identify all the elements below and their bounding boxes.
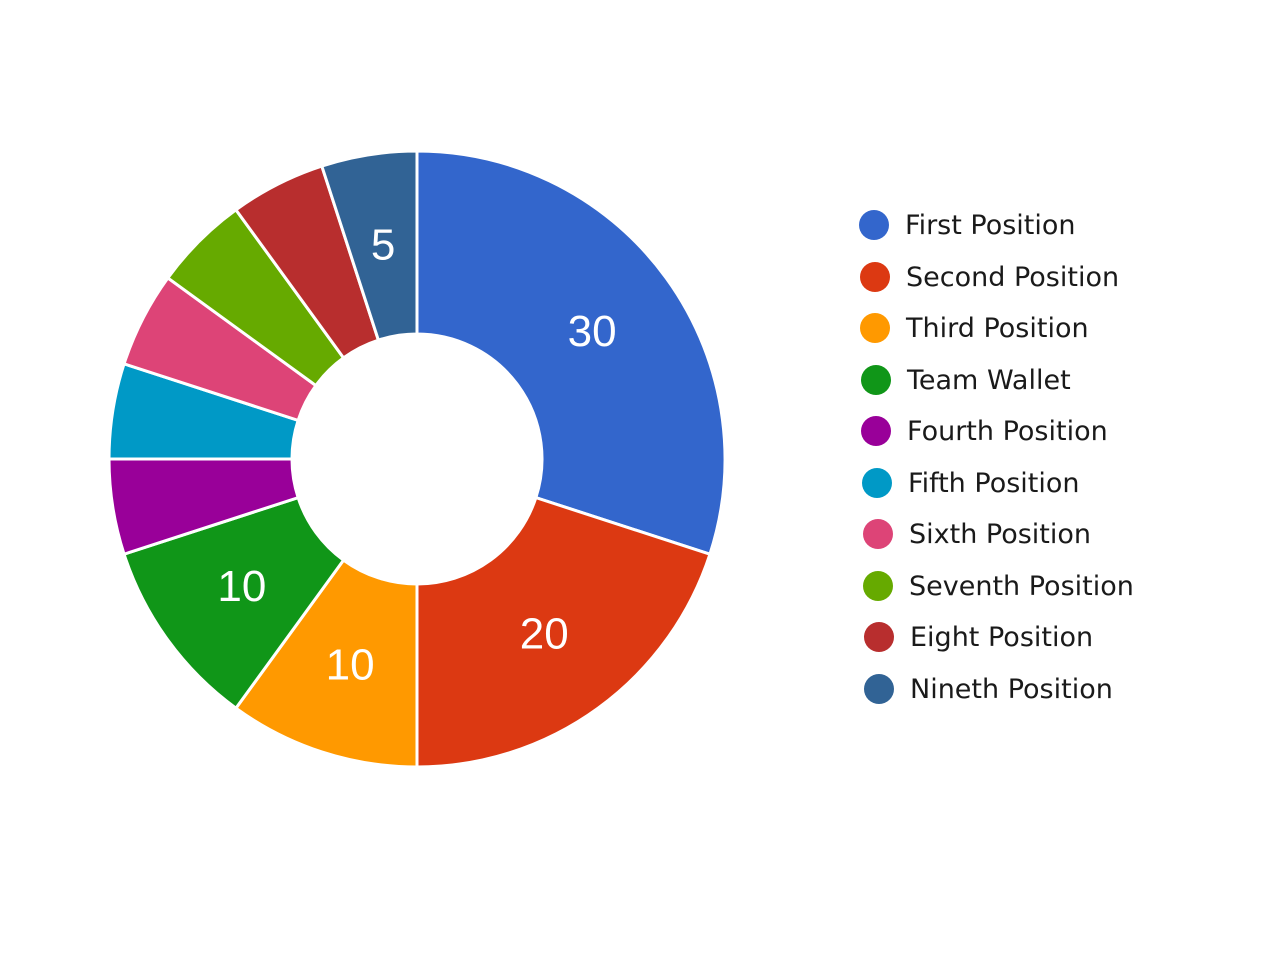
slice-value-label: 10 bbox=[217, 562, 266, 611]
slice-value-label: 10 bbox=[326, 640, 375, 689]
donut-slice-1 bbox=[415, 149, 727, 557]
slice-value-label: 20 bbox=[520, 610, 569, 659]
donut-slice-10 bbox=[319, 149, 419, 343]
donut-slice-2 bbox=[415, 495, 712, 769]
slice-value-label: 5 bbox=[371, 221, 395, 270]
donut-slice-4 bbox=[122, 495, 346, 711]
donut-slice-3 bbox=[233, 558, 419, 769]
slice-value-label: 30 bbox=[568, 307, 617, 356]
